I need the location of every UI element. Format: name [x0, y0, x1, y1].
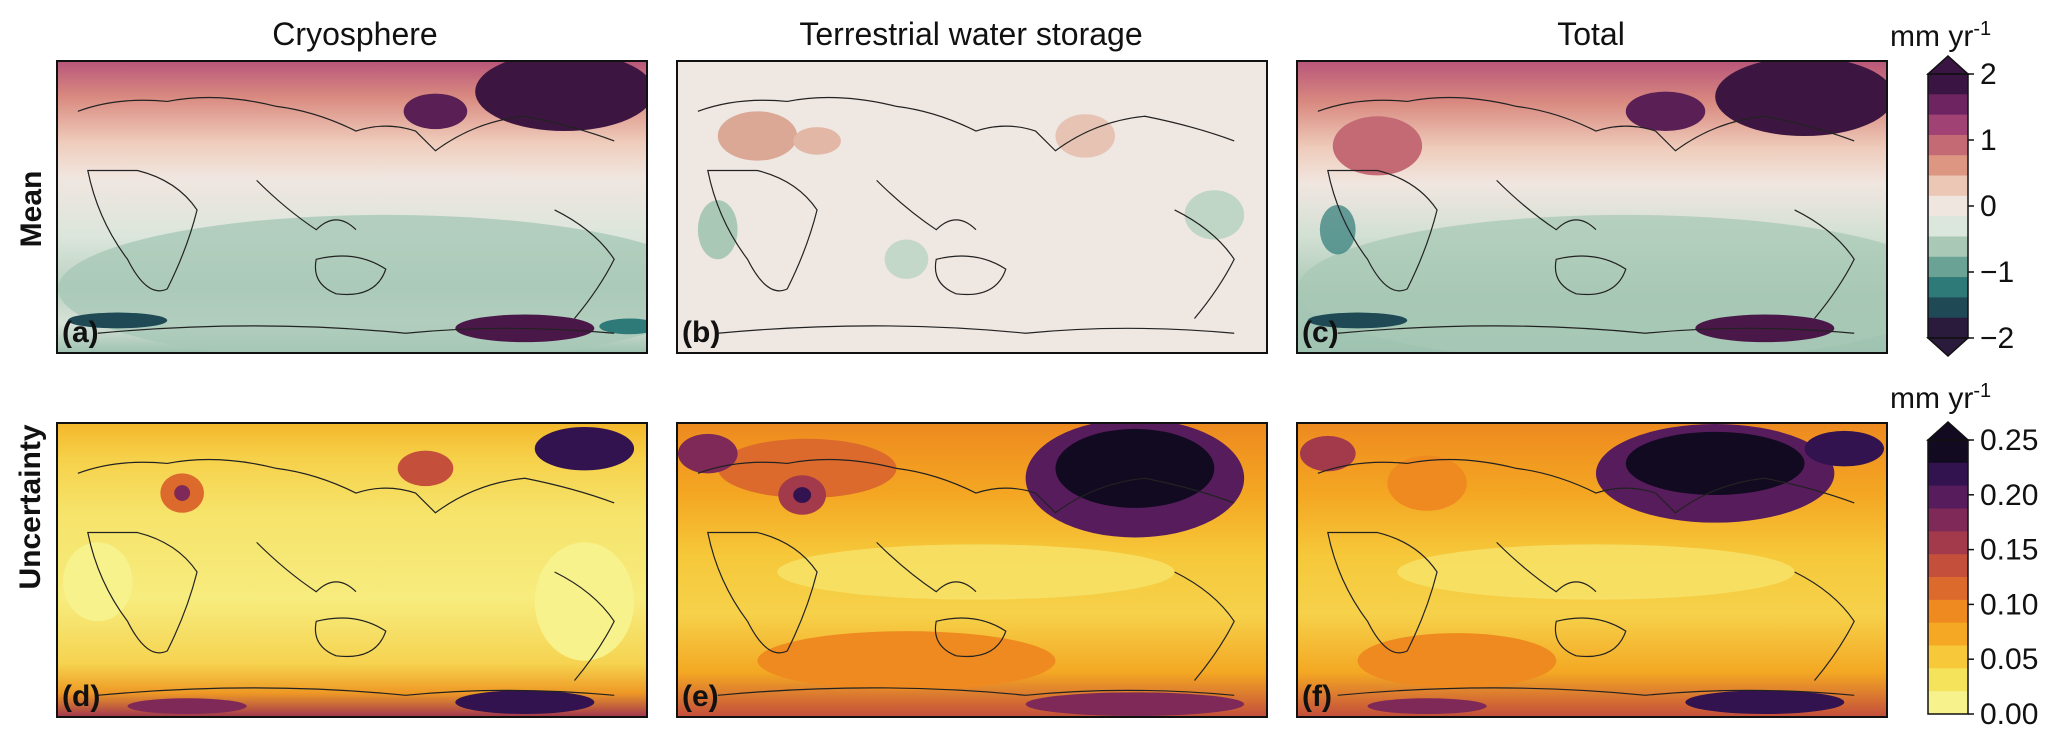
colorbar-mean-swatch	[1928, 155, 1968, 177]
colorbar-mean-swatch	[1928, 94, 1968, 116]
map-panel-b-tws-mean: (b)	[676, 60, 1268, 354]
map-field	[58, 62, 646, 352]
panel-label-a: (a)	[62, 316, 99, 349]
colorbar-uncertainty-tick-label: 0.00	[1980, 698, 2038, 731]
colorbar-uncertainty-tick-label: 0.25	[1980, 424, 2038, 457]
colorbar-uncertainty-swatch	[1928, 599, 1968, 624]
colorbar-uncertainty-swatch	[1928, 691, 1968, 715]
panel-label-c: (c)	[1302, 316, 1339, 349]
colorbar-mean-swatch	[1928, 74, 1968, 95]
panel-label-e: (e)	[682, 680, 719, 713]
map-field	[678, 62, 1266, 352]
colorbar-uncertainty-swatch	[1928, 668, 1968, 692]
colorbar-mean-swatch	[1928, 277, 1968, 298]
colorbar-uncertainty-unit: mm yr-1	[1890, 380, 1992, 415]
colorbar-uncertainty-swatch	[1928, 554, 1968, 578]
colorbar-mean-unit: mm yr-1	[1890, 18, 1992, 53]
column-title-cryosphere: Cryosphere	[272, 16, 438, 52]
colorbar-uncertainty-swatch	[1928, 531, 1968, 555]
colorbar-mean-extend-bottom	[1926, 337, 1970, 358]
map-field	[678, 424, 1266, 716]
map-field	[1298, 62, 1886, 352]
panel-label-b: (b)	[682, 316, 721, 349]
colorbar-uncertainty: 0.25 0.20 0.15 0.10 0.05 0.00	[1926, 420, 2058, 731]
colorbar-uncertainty-swatch	[1928, 485, 1968, 509]
colorbar-mean-extend-top	[1926, 54, 1970, 75]
colorbar-mean-tick-label: 2	[1980, 58, 1997, 91]
colorbar-mean-swatch	[1928, 195, 1968, 217]
colorbar-mean-swatch	[1928, 216, 1968, 237]
map-field	[58, 424, 646, 716]
colorbar-mean-swatch	[1928, 317, 1968, 339]
colorbar-uncertainty-swatch	[1928, 508, 1968, 532]
colorbar-mean: 2 1 0 −1 −2	[1926, 54, 2038, 366]
colorbar-mean-tick-label: −1	[1980, 256, 2014, 289]
colorbar-mean-swatch	[1928, 256, 1968, 278]
colorbar-mean-swatch	[1928, 134, 1968, 156]
colorbar-mean-tick-label: 0	[1980, 190, 1997, 223]
colorbar-mean-swatch	[1928, 297, 1968, 319]
map-panel-d-cryosphere-uncertainty: (d)	[56, 422, 648, 718]
panel-label-d: (d)	[62, 680, 101, 713]
colorbar-uncertainty-tick-label: 0.05	[1980, 643, 2038, 676]
colorbar-mean-tick-label: −2	[1980, 322, 2014, 355]
map-field	[1298, 424, 1886, 716]
column-title-total: Total	[1557, 16, 1625, 52]
colorbar-mean-graphic: 2 1 0 −1 −2	[1926, 54, 2014, 358]
colorbar-uncertainty-tick-label: 0.10	[1980, 588, 2038, 621]
colorbar-uncertainty-swatch	[1928, 577, 1968, 601]
column-title-terrestrial-water-storage: Terrestrial water storage	[799, 16, 1143, 52]
colorbar-uncertainty-tick-label: 0.15	[1980, 534, 2038, 567]
map-panel-f-total-uncertainty: (f)	[1296, 422, 1888, 718]
colorbar-mean-swatch	[1928, 236, 1968, 258]
colorbar-uncertainty-swatch	[1928, 645, 1968, 669]
colorbar-uncertainty-graphic: 0.25 0.20 0.15 0.10 0.05 0.00	[1926, 420, 2038, 731]
colorbar-uncertainty-extend-top	[1926, 420, 1970, 441]
colorbar-uncertainty-swatch	[1928, 440, 1968, 464]
colorbar-mean-tick-label: 1	[1980, 124, 1997, 157]
panel-label-f: (f)	[1302, 680, 1332, 713]
colorbar-uncertainty-swatch	[1928, 622, 1968, 646]
colorbar-uncertainty-frame	[1927, 439, 1969, 715]
row-label-mean: Mean	[15, 170, 48, 248]
map-panel-a-cryosphere-mean: (a)	[56, 60, 648, 354]
colorbar-uncertainty-tick-label: 0.20	[1980, 479, 2038, 512]
map-panel-e-tws-uncertainty: (e)	[676, 422, 1268, 718]
colorbar-mean-swatch	[1928, 114, 1968, 136]
colorbar-mean-swatch	[1928, 175, 1968, 197]
row-label-uncertainty: Uncertainty	[14, 424, 47, 590]
map-panel-c-total-mean: (c)	[1296, 60, 1888, 354]
colorbar-uncertainty-swatch	[1928, 462, 1968, 487]
